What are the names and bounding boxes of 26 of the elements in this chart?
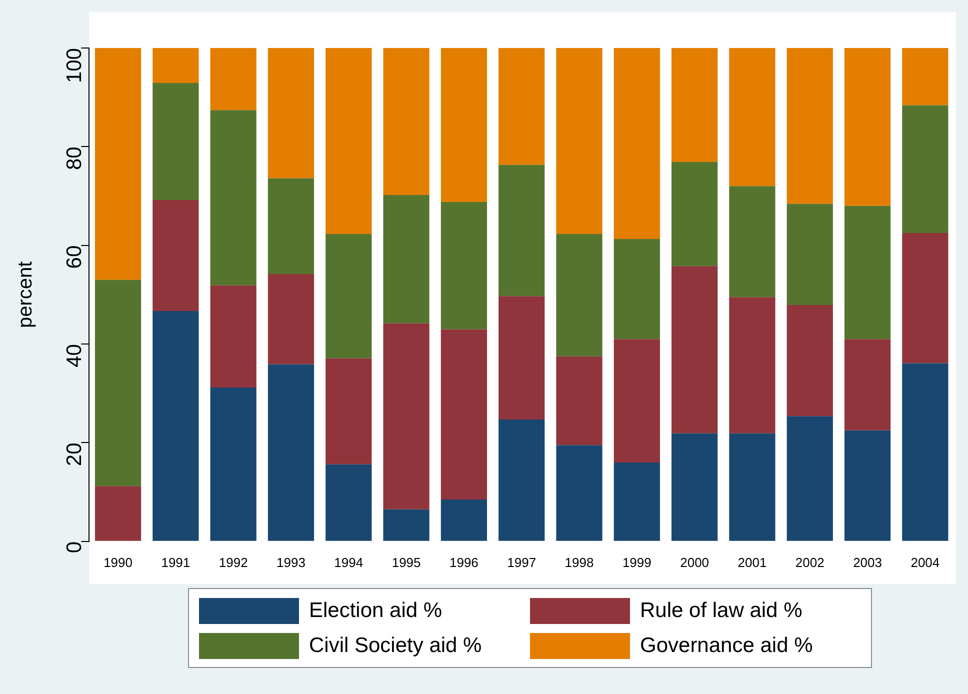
y-tick-label: 100 xyxy=(62,48,86,84)
legend-label: Civil Society aid % xyxy=(309,634,482,658)
x-tick-label: 1990 xyxy=(104,554,132,570)
x-tick-label: 1995 xyxy=(392,554,421,570)
y-tick-label: 20 xyxy=(62,442,86,466)
y-tick-label: 40 xyxy=(62,344,86,368)
x-tick-label: 2000 xyxy=(680,554,710,570)
x-tick-label: 1996 xyxy=(449,554,478,570)
legend-label: Governance aid % xyxy=(640,634,813,658)
legend-label: Election aid % xyxy=(309,598,442,622)
x-tick-label: 1993 xyxy=(276,554,306,570)
x-tick-label: 1999 xyxy=(622,554,652,570)
y-axis-title: percent xyxy=(14,260,37,328)
x-tick-label: 1992 xyxy=(218,554,248,570)
x-tick-label: 1994 xyxy=(334,554,364,570)
y-tick-label: 80 xyxy=(62,146,86,170)
x-tick-label: 1991 xyxy=(161,554,190,570)
x-tick-label: 2001 xyxy=(738,554,767,570)
x-tick-label: 2002 xyxy=(795,554,824,570)
legend-label: Rule of law aid % xyxy=(640,598,802,622)
x-tick-label: 2003 xyxy=(853,554,882,570)
y-tick-label: 60 xyxy=(62,245,86,269)
x-tick-label: 1997 xyxy=(507,554,536,570)
x-tick-label: 1998 xyxy=(564,554,594,570)
y-tick-label: 0 xyxy=(62,541,86,554)
x-tick-label: 2004 xyxy=(910,554,940,570)
